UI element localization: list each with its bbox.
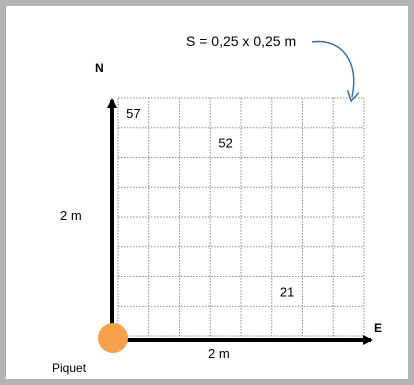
vertical-length-label: 2 m — [60, 208, 82, 223]
cell-number: 21 — [280, 284, 294, 299]
cell-number: 57 — [126, 106, 140, 121]
quadrat-grid — [117, 97, 365, 337]
east-label: E — [374, 321, 382, 335]
piquet-marker — [98, 323, 128, 353]
cell-number: 52 — [218, 136, 232, 151]
north-label: N — [95, 61, 104, 75]
horizontal-length-label: 2 m — [208, 346, 230, 361]
surface-callout-arrow — [311, 40, 354, 97]
cell-numbers: 57 52 21 — [126, 106, 294, 300]
origin-label: Piquet — [52, 361, 87, 375]
surface-label: S = 0,25 x 0,25 m — [186, 33, 296, 49]
